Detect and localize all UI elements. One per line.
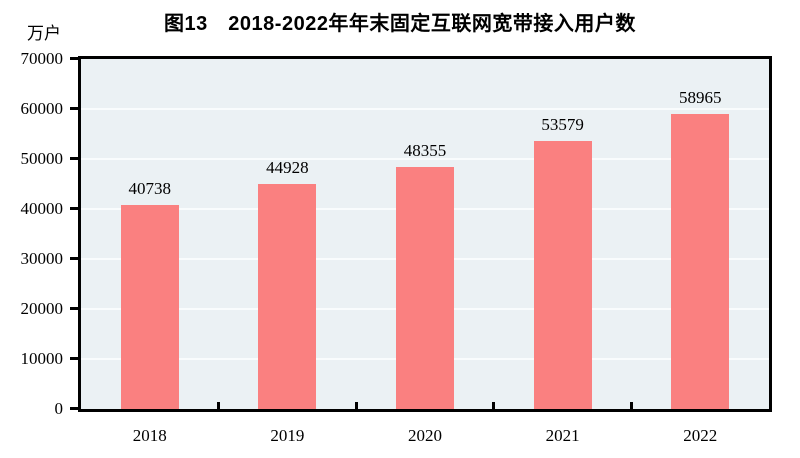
y-tick-label: 0 [54, 399, 64, 418]
x-axis-tick [629, 402, 633, 409]
y-tick-label: 50000 [20, 149, 64, 168]
x-tick-label: 2018 [132, 426, 167, 445]
plot-area: 0 10000 20000 30000 40000 50000 60000 70000 4073… [21, 49, 772, 445]
y-tick-label: 20000 [20, 299, 64, 318]
y-axis-tick [70, 107, 78, 110]
y-tick-label: 30000 [20, 249, 64, 268]
gridline [81, 108, 769, 110]
y-axis-tick [70, 57, 78, 60]
x-axis-tick [354, 402, 358, 409]
bar [396, 167, 454, 409]
bar [258, 184, 317, 409]
y-tick-label: 40000 [20, 199, 64, 218]
bar [120, 205, 179, 409]
x-tick-label: 2021 [545, 426, 580, 445]
y-axis-tick [70, 307, 78, 310]
y-axis-tick [70, 157, 78, 160]
bar [533, 141, 592, 409]
y-tick-label: 70000 [20, 49, 64, 68]
y-tick-label: 10000 [20, 349, 64, 368]
bar-value-label: 53579 [541, 115, 584, 134]
y-tick-label: 60000 [20, 99, 64, 118]
x-axis-tick [217, 402, 221, 409]
bar-value-label: 58965 [678, 88, 722, 107]
x-tick-label: 2020 [407, 426, 442, 445]
y-axis-tick [70, 207, 78, 210]
gridline [81, 158, 769, 160]
bar-value-label: 44928 [266, 158, 309, 177]
y-axis-unit-label: 万户 [27, 24, 61, 43]
y-axis-tick [70, 407, 78, 410]
x-axis-tick [492, 402, 496, 409]
bar-value-label: 40738 [128, 179, 172, 198]
bar-value-label: 48355 [403, 141, 447, 160]
x-tick-label: 2022 [683, 426, 718, 445]
y-axis-tick [70, 357, 78, 360]
y-axis-tick [70, 257, 78, 260]
bar [671, 114, 730, 409]
x-tick-label: 2019 [270, 426, 305, 445]
chart-title: 图13 2018-2022年年末固定互联网宽带接入用户数 [164, 13, 636, 35]
